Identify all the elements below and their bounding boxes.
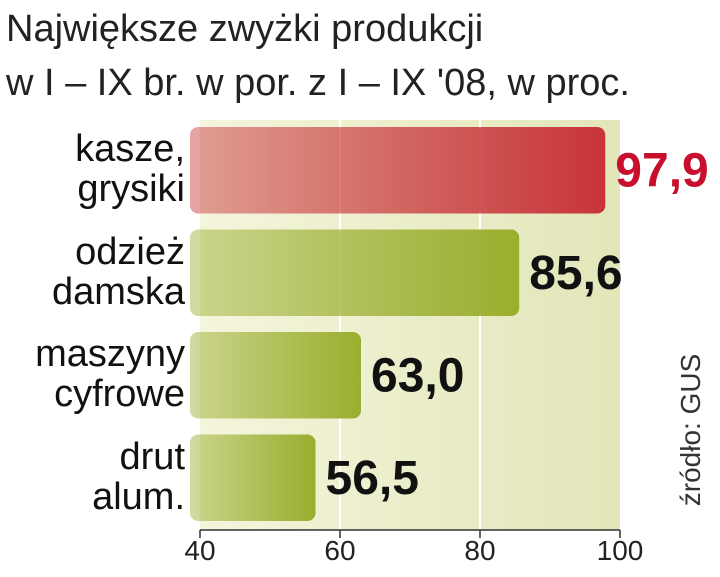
category-label: kasze, grysiki — [75, 128, 185, 211]
bar — [190, 332, 361, 419]
chart-title: Największe zwyżki produkcji — [6, 8, 484, 50]
category-label: odzież damska — [51, 230, 185, 313]
x-tick-label: 80 — [464, 535, 495, 566]
value-label: 56,5 — [326, 452, 419, 505]
category-label: maszyny cyfrowe — [35, 333, 185, 416]
value-label: 97,9 — [615, 144, 708, 197]
source: źródło: GUS — [675, 354, 706, 507]
bar — [190, 229, 520, 316]
x-tick-label: 40 — [184, 535, 215, 566]
x-tick-label: 60 — [324, 535, 355, 566]
value-label: 85,6 — [529, 247, 622, 300]
value-label: 63,0 — [371, 349, 464, 402]
bar — [190, 434, 316, 521]
category-label: drut alum. — [92, 435, 185, 518]
chart-subtitle: w I – IX br. w por. z I – IX '08, w proc… — [6, 62, 630, 104]
bar — [190, 127, 606, 214]
x-tick-label: 100 — [597, 535, 644, 566]
